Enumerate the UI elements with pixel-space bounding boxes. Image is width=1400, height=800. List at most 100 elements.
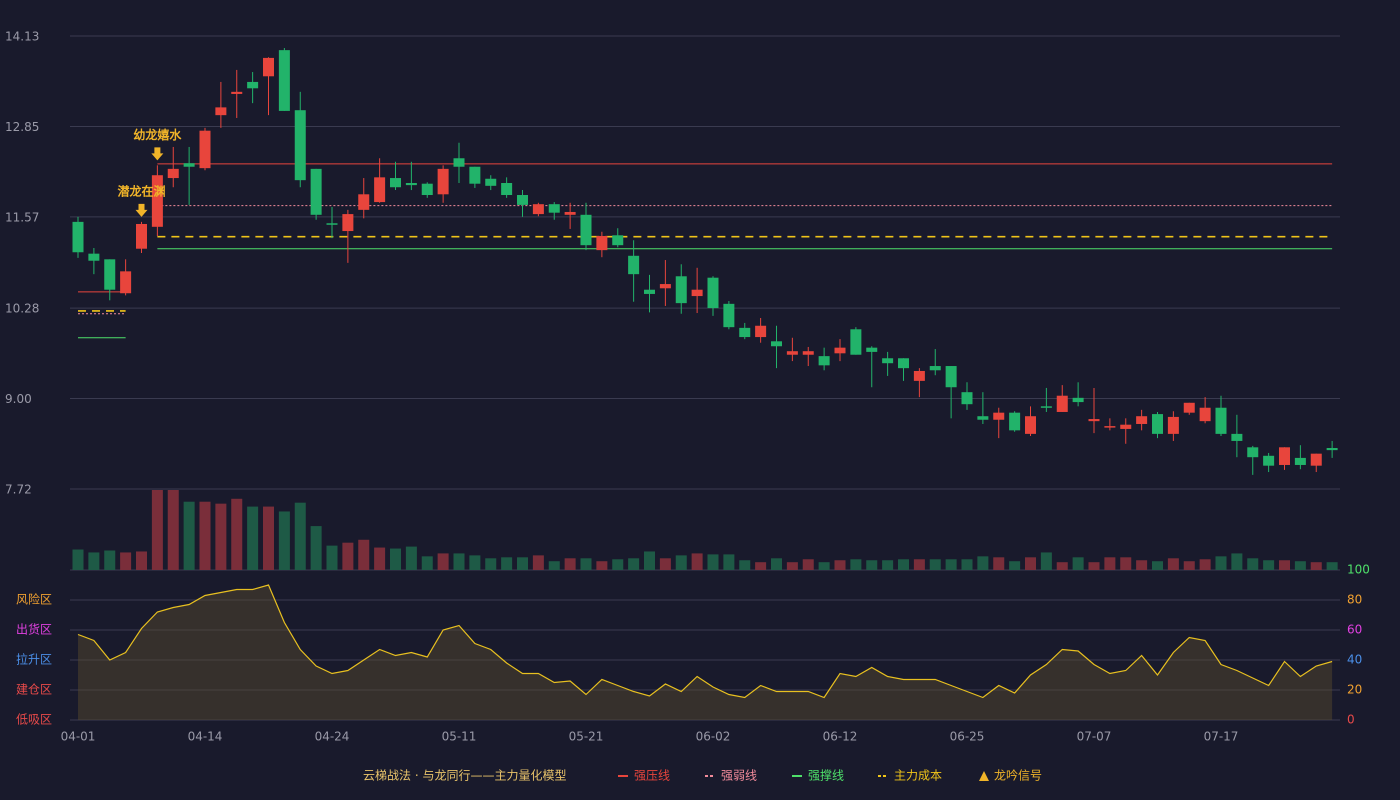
volume-bar [136, 551, 147, 570]
volume-bar [786, 562, 798, 570]
candle-body [199, 130, 211, 169]
candle-body [183, 163, 195, 167]
volume-bar [231, 498, 243, 570]
volume-bar [120, 552, 132, 570]
candle-body [342, 214, 354, 232]
candle-body [88, 253, 100, 261]
candle-body [231, 91, 243, 94]
volume-bar [263, 506, 274, 570]
candle-body [1025, 416, 1036, 434]
volume-bar [88, 552, 100, 570]
candle-body [1294, 457, 1306, 465]
candle-body [580, 214, 592, 246]
volume-bar [739, 560, 751, 570]
volume-bar [548, 561, 560, 570]
candle-body [1136, 416, 1148, 424]
y2-tick-label: 20 [1347, 683, 1362, 697]
y-tick-label: 7.72 [5, 483, 32, 497]
candle-body [866, 347, 878, 352]
volume-bar [644, 551, 655, 570]
candle-body [374, 177, 386, 203]
volume-bar [723, 554, 735, 570]
legend-title: 云梯战法 · 与龙同行——主力量化模型 [363, 769, 566, 783]
candle-body [358, 194, 370, 210]
y2-tick-label: 60 [1347, 623, 1362, 637]
candle-body [72, 221, 84, 253]
volume-bar [1199, 559, 1211, 570]
volume-bar [882, 560, 894, 570]
candle-body [151, 175, 163, 227]
candle-body [612, 235, 624, 246]
candle-body [675, 276, 687, 304]
volume-bar [755, 562, 767, 570]
volume-bar [1231, 553, 1243, 570]
signal-arrow [135, 203, 148, 217]
candle-body [120, 271, 132, 294]
candle-body [1231, 433, 1243, 441]
volume-bar [247, 506, 259, 570]
volume-bar [1263, 560, 1275, 570]
volume-bar [358, 539, 370, 570]
x-tick-label: 07-17 [1204, 730, 1239, 744]
candle-body [644, 289, 655, 294]
volume-bar [818, 562, 830, 570]
candle-body [1009, 412, 1021, 431]
volume-bar [1247, 558, 1259, 570]
candle-body [1183, 402, 1195, 413]
candle-body [136, 223, 147, 249]
candle-body [850, 329, 862, 355]
candle-body [310, 168, 322, 215]
volume-bar [1088, 562, 1100, 570]
candle-body [1279, 447, 1290, 465]
candle-body [771, 341, 782, 347]
volume-bar [1072, 557, 1084, 570]
volume-bar [72, 549, 84, 570]
legend-label: 龙吟信号 [994, 768, 1042, 783]
candle-body [548, 204, 560, 213]
candle-body [834, 347, 846, 354]
volume-bar [993, 557, 1005, 570]
candle-body [596, 235, 608, 251]
x-tick-label: 05-11 [442, 730, 477, 744]
candle-body [1088, 419, 1100, 422]
candle-body [1072, 397, 1084, 403]
volume-bar [1326, 562, 1338, 570]
volume-bar [469, 555, 481, 570]
volume-bar [866, 560, 878, 570]
volume-bar [374, 547, 386, 570]
volume-bar [802, 559, 814, 570]
candle-body [167, 168, 179, 179]
volume-bar [1104, 557, 1116, 570]
volume-bar [850, 559, 862, 570]
zone-label: 拉升区 [16, 652, 52, 667]
candle-body [215, 107, 227, 116]
legend-label: 强撑线 [808, 768, 844, 783]
candle-body [469, 166, 481, 184]
candle-body [247, 81, 259, 89]
candle-body [517, 195, 528, 205]
volume-bar [532, 555, 544, 570]
volume-bar [913, 559, 925, 570]
zone-label: 风险区 [16, 592, 52, 607]
signal-label: 潜龙在渊 [117, 183, 165, 198]
candle-body [1056, 395, 1068, 412]
volume-bar [199, 501, 211, 570]
y-tick-label: 14.13 [5, 30, 39, 44]
candle-body [564, 211, 576, 215]
candle-body [1310, 453, 1322, 466]
volume-bar [1152, 561, 1163, 570]
y2-tick-label: 100 [1347, 563, 1370, 577]
candle-body [882, 358, 894, 364]
volume-bar [707, 554, 719, 570]
volume-bar [691, 553, 703, 570]
candle-body [723, 303, 735, 328]
candle-body [485, 178, 497, 186]
volume-bar [1310, 562, 1322, 570]
candle-body [405, 182, 417, 186]
volume-bar [612, 559, 624, 570]
volume-bar [1167, 558, 1179, 570]
volume-bar [405, 546, 417, 570]
legend-swatch [979, 771, 989, 781]
candle-body [691, 289, 703, 297]
candle-body [1120, 424, 1132, 429]
